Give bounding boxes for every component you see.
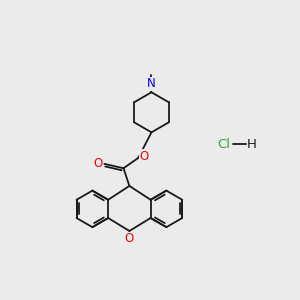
Text: Cl: Cl <box>217 138 230 151</box>
Text: O: O <box>125 232 134 245</box>
Text: O: O <box>140 150 149 163</box>
Text: O: O <box>94 157 103 170</box>
Text: H: H <box>247 138 256 151</box>
Text: N: N <box>147 77 156 90</box>
